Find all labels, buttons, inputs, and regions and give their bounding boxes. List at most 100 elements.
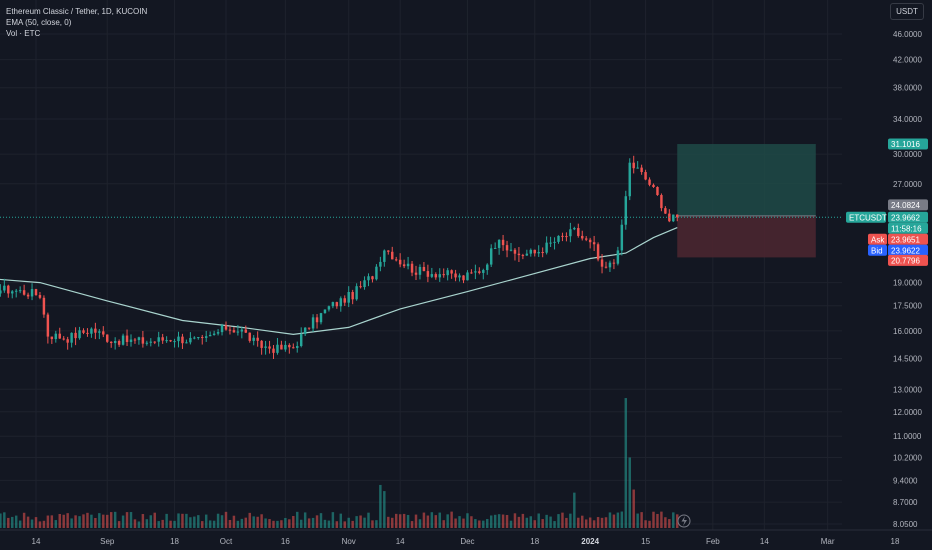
volume-bar bbox=[280, 520, 283, 528]
time-tick-label: Dec bbox=[460, 537, 474, 546]
candle-body bbox=[565, 236, 568, 238]
candle-body bbox=[58, 333, 61, 339]
volume-bar bbox=[588, 517, 592, 528]
symbol-tag-bg bbox=[846, 211, 886, 223]
volume-bar bbox=[565, 517, 568, 528]
candle-body bbox=[656, 187, 659, 196]
price-axis-bg bbox=[842, 0, 932, 550]
volume-bar bbox=[628, 457, 631, 528]
time-axis[interactable]: 14 Sep 18 Oct 16 Nov 14 Dec 18 2024 15 Feb 14 Mar 18 bbox=[0, 529, 932, 550]
candle-body bbox=[34, 289, 38, 296]
candle-body bbox=[145, 342, 149, 344]
volume-bar bbox=[612, 514, 616, 528]
candle-body bbox=[109, 341, 113, 344]
volume-bar bbox=[201, 521, 204, 528]
volume-bar bbox=[620, 511, 624, 528]
volume-bar bbox=[430, 512, 434, 528]
volume-bar bbox=[489, 515, 493, 528]
candle-body bbox=[347, 292, 350, 303]
candle-body bbox=[628, 162, 631, 197]
candle-body bbox=[276, 344, 279, 353]
volume-bar bbox=[541, 519, 544, 528]
candle-body bbox=[11, 291, 14, 294]
chart-legend: Ethereum Classic / Tether, 1D, KUCOIN EM… bbox=[6, 6, 147, 39]
volume-bar bbox=[513, 513, 517, 528]
candle-body bbox=[173, 341, 176, 343]
symbol-title[interactable]: Ethereum Classic / Tether, 1D, KUCOIN bbox=[6, 7, 148, 16]
volume-bar bbox=[137, 521, 141, 528]
candle-body bbox=[125, 335, 129, 342]
candle-body bbox=[367, 276, 370, 281]
volume-bar bbox=[355, 516, 358, 528]
price-tick-label: 9.4000 bbox=[893, 476, 918, 485]
volume-bar bbox=[656, 513, 659, 528]
volume-bar bbox=[109, 512, 113, 528]
volume-bar bbox=[189, 517, 192, 528]
candle-body bbox=[252, 337, 255, 341]
candle-body bbox=[489, 248, 493, 265]
volume-indicator-label[interactable]: Vol · ETC bbox=[6, 29, 41, 38]
volume-bar bbox=[648, 520, 651, 528]
candle-body bbox=[201, 337, 204, 339]
target-price-tag-bg bbox=[888, 138, 928, 150]
volume-bar bbox=[561, 512, 564, 528]
candle-body bbox=[288, 344, 291, 348]
price-tick-label: 17.5000 bbox=[893, 302, 922, 311]
volume-bar bbox=[652, 511, 655, 528]
volume-bar bbox=[553, 521, 556, 528]
volume-bar bbox=[292, 516, 295, 528]
volume-bar bbox=[343, 521, 346, 528]
candle-body bbox=[596, 244, 600, 260]
stop-zone bbox=[677, 215, 816, 258]
volume-bar bbox=[34, 517, 38, 528]
long-position-tool[interactable] bbox=[677, 144, 816, 258]
volume-bar bbox=[632, 489, 635, 528]
volume-bar bbox=[450, 511, 453, 528]
candle-body bbox=[584, 238, 588, 240]
candle-body bbox=[102, 331, 105, 335]
volume-bar bbox=[117, 521, 121, 528]
volume-bar bbox=[90, 514, 93, 528]
volume-bar bbox=[557, 514, 560, 528]
volume-bar bbox=[236, 520, 240, 528]
candle-body bbox=[442, 274, 445, 276]
volume-bar bbox=[466, 513, 469, 528]
volume-bar bbox=[402, 513, 406, 528]
volume-bar bbox=[501, 514, 505, 528]
volume-bar bbox=[533, 520, 536, 528]
candle-body bbox=[620, 224, 624, 251]
candle-body bbox=[315, 317, 319, 323]
candle-body bbox=[339, 298, 343, 307]
volume-bar bbox=[113, 511, 117, 528]
price-axis[interactable]: 46.0000 42.0000 38.0000 34.0000 30.0000 27.00… bbox=[842, 0, 932, 550]
currency-button[interactable]: USDT bbox=[890, 3, 924, 20]
volume-bar bbox=[371, 520, 374, 528]
candle-body bbox=[676, 214, 679, 218]
candle-body bbox=[478, 271, 481, 273]
countdown-tag-bg bbox=[888, 222, 928, 234]
volume-bar bbox=[212, 520, 216, 528]
volume-bar bbox=[296, 511, 299, 528]
candle-body bbox=[474, 271, 477, 273]
candle-body bbox=[335, 302, 339, 307]
candle-body bbox=[228, 329, 232, 331]
candle-body bbox=[7, 285, 10, 294]
volume-bar bbox=[307, 518, 311, 528]
candle-body bbox=[256, 337, 259, 341]
volume-bar bbox=[438, 512, 441, 528]
entry-price-tag: 24.0824 bbox=[891, 201, 920, 210]
candle-body bbox=[438, 274, 441, 278]
volume-bar bbox=[398, 514, 402, 528]
price-tick-label: 14.5000 bbox=[893, 355, 922, 364]
replay-icon[interactable] bbox=[677, 514, 691, 528]
ema-indicator-label[interactable]: EMA (50, close, 0) bbox=[6, 18, 72, 27]
candle-body bbox=[18, 290, 22, 292]
volume-bar bbox=[248, 512, 251, 528]
price-tick-label: 19.0000 bbox=[893, 279, 922, 288]
volume-bar bbox=[284, 517, 287, 528]
volume-bar bbox=[288, 519, 291, 528]
candle-body bbox=[284, 344, 287, 350]
candle-body bbox=[299, 334, 303, 347]
volume-bar bbox=[422, 512, 426, 528]
